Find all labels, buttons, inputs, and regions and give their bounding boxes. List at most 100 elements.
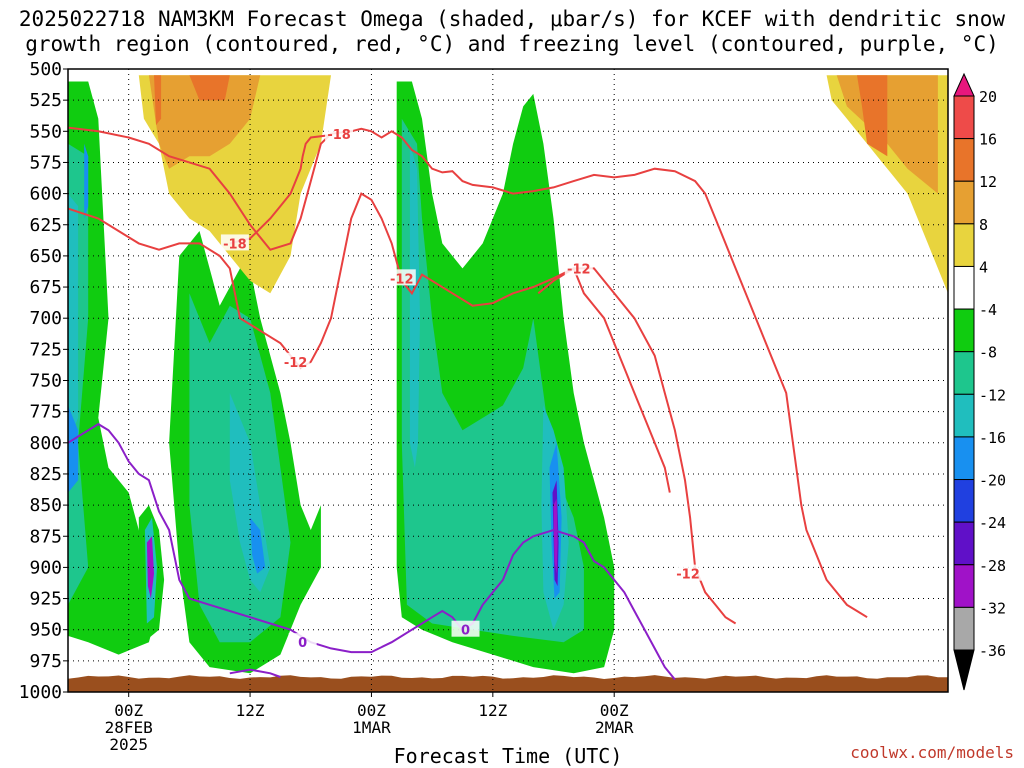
x-tick-label: 2025 xyxy=(109,735,148,754)
x-tick-label: 2MAR xyxy=(595,718,634,737)
freezing-contour-1 xyxy=(229,668,281,678)
y-tick-label: 950 xyxy=(29,620,62,641)
y-tick-label: 525 xyxy=(29,90,62,111)
terrain-band xyxy=(68,675,948,692)
omega-region-21 xyxy=(154,75,162,126)
omega-region-11 xyxy=(250,517,266,574)
colorbar-segment xyxy=(953,308,975,353)
x-tick-label: 12Z xyxy=(478,701,507,720)
colorbar-label: -20 xyxy=(979,472,1006,490)
colorbar-label: 20 xyxy=(979,88,997,106)
chart-title-line-2: growth region (contoured, red, °C) and f… xyxy=(25,32,999,56)
y-tick-label: 1000 xyxy=(19,682,62,703)
colorbar-label: -16 xyxy=(979,429,1006,447)
contour-label-a-bg xyxy=(281,352,310,369)
y-tick-label: 575 xyxy=(29,152,62,173)
y-tick-label: 500 xyxy=(29,59,62,80)
colorbar-segment xyxy=(953,223,975,267)
contour-label-f-bg xyxy=(325,124,354,141)
freezing-label-a-bg xyxy=(288,633,317,650)
terrain-fill xyxy=(68,675,948,692)
dendritic-contour-1 xyxy=(68,126,868,619)
x-tick-label: 00Z xyxy=(600,701,629,720)
colorbar-segment xyxy=(953,351,975,395)
y-tick-label: 625 xyxy=(29,215,62,236)
omega-region-4 xyxy=(84,143,89,219)
colorbar-segment xyxy=(953,265,975,310)
omega-region-7 xyxy=(146,536,154,599)
contour-label-b: -12 xyxy=(390,272,414,287)
freezing-label-b: 0 xyxy=(461,624,470,639)
y-tick-label: 875 xyxy=(29,526,62,547)
colorbar-segment xyxy=(953,393,975,438)
contour-label-e-bg xyxy=(220,234,249,251)
dendritic-contour-2 xyxy=(229,134,332,245)
y-tick-label: 850 xyxy=(29,495,62,516)
colorbar: 20 16 12 8 4 -4 -8 -12 -16 -20 -24 -28 -32 -36 xyxy=(953,72,1006,691)
colorbar-segment xyxy=(953,521,975,566)
x-tick-label: 00Z xyxy=(114,701,143,720)
x-tick-label: 1MAR xyxy=(352,718,391,737)
colorbar-segment xyxy=(953,436,975,481)
freezing-contour-0 xyxy=(68,422,676,681)
dendritic-growth-contours: -12 -12 -12 -12 -18 -18 xyxy=(68,124,868,625)
chart-title-line-1: 2025022718 NAM3KM Forecast Omega (shaded… xyxy=(18,7,1006,31)
colorbar-label: -28 xyxy=(979,557,1006,575)
contour-label-f: -18 xyxy=(327,128,351,143)
y-tick-label: 900 xyxy=(29,557,62,578)
colorbar-cap-top xyxy=(953,72,975,97)
y-tick-label: 550 xyxy=(29,121,62,142)
colorbar-segment xyxy=(953,479,975,523)
omega-region-13 xyxy=(401,118,584,643)
colorbar-label: -32 xyxy=(979,599,1006,617)
y-tick-label: 600 xyxy=(29,184,62,205)
colorbar-label: -8 xyxy=(979,344,997,362)
freezing-label-a: 0 xyxy=(298,636,307,651)
colorbar-label: 12 xyxy=(979,173,997,191)
y-tick-label: 650 xyxy=(29,246,62,267)
freezing-level-contours: 00 xyxy=(68,422,676,681)
colorbar-segment xyxy=(953,606,975,651)
x-tick-label: 00Z xyxy=(357,701,386,720)
colorbar-label: 4 xyxy=(979,258,988,276)
contour-label-c: -12 xyxy=(676,568,700,583)
contour-label-d: -12 xyxy=(567,262,591,277)
omega-region-14 xyxy=(409,143,420,468)
colorbar-segment xyxy=(953,95,975,140)
y-tick-label: 975 xyxy=(29,651,62,672)
y-tick-label: 725 xyxy=(29,339,62,360)
omega-region-25 xyxy=(857,75,888,157)
y-tick-label: 800 xyxy=(29,433,62,454)
y-tick-label: 825 xyxy=(29,464,62,485)
omega-region-22 xyxy=(189,75,230,101)
contour-label-b-bg xyxy=(387,269,416,286)
omega-region-18 xyxy=(553,498,558,574)
omega-region-24 xyxy=(836,75,938,194)
omega-shading-layer xyxy=(68,75,948,674)
x-tick-label: 12Z xyxy=(236,701,265,720)
colorbar-label: -12 xyxy=(979,386,1006,404)
colorbar-cap-bottom xyxy=(953,649,975,691)
contour-label-e: -18 xyxy=(223,237,247,252)
y-tick-label: 775 xyxy=(29,402,62,423)
colorbar-label: 8 xyxy=(979,216,988,234)
x-tick-label: 28FEB xyxy=(105,718,153,737)
contour-label-c-bg xyxy=(674,564,703,581)
contour-label-a: -12 xyxy=(284,356,308,371)
colorbar-segment xyxy=(953,138,975,182)
x-axis-label: Forecast Time (UTC) xyxy=(394,744,623,768)
omega-region-20 xyxy=(148,75,261,169)
y-tick-label: 750 xyxy=(29,371,62,392)
y-tick-label: 675 xyxy=(29,277,62,298)
colorbar-segment xyxy=(953,180,975,225)
contour-label-d-bg xyxy=(564,259,593,276)
colorbar-label: -36 xyxy=(979,642,1006,660)
omega-region-3 xyxy=(68,405,79,493)
colorbar-segment xyxy=(953,564,975,608)
freezing-label-b-bg xyxy=(451,620,480,637)
colorbar-label: -24 xyxy=(979,514,1006,532)
site-credit[interactable]: coolwx.com/models xyxy=(850,743,1014,762)
colorbar-label: -4 xyxy=(979,301,997,319)
